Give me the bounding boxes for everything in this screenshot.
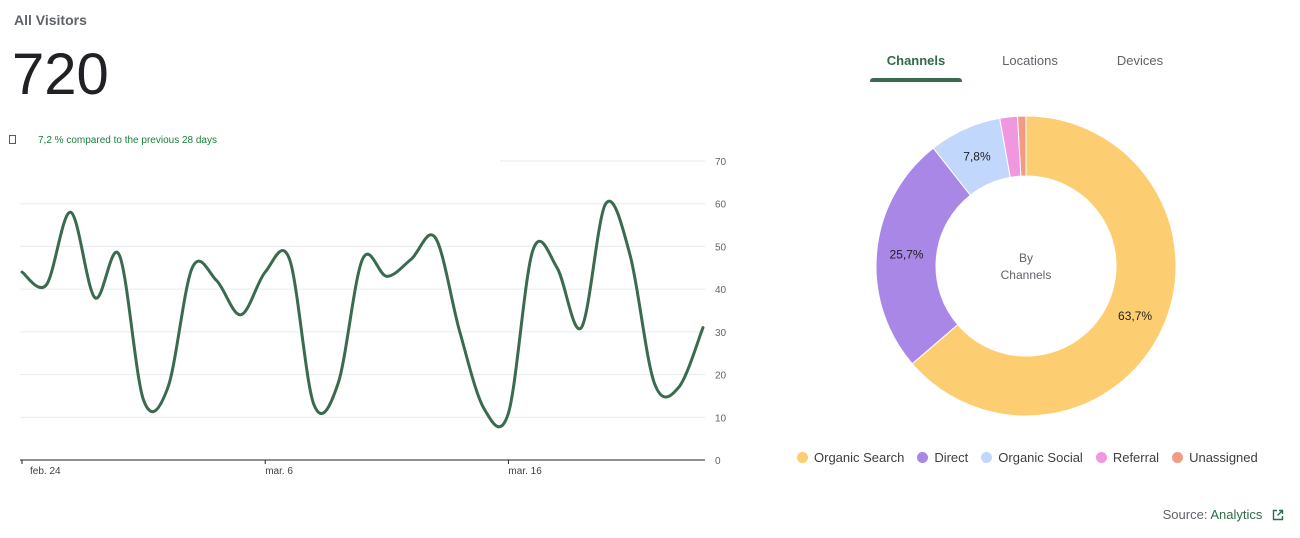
donut-slice-direct[interactable]: [875, 147, 972, 365]
card-title: All Visitors: [14, 12, 87, 28]
source-line: Source: Analytics: [1163, 507, 1284, 522]
visitors-series-line: [20, 199, 705, 429]
tab-label: Locations: [1002, 53, 1058, 68]
visitor-total: 720: [12, 42, 109, 107]
tab-channels[interactable]: Channels: [870, 48, 962, 82]
x-tick-label: feb. 24: [30, 466, 61, 477]
slice-value-label: 25,7%: [890, 247, 924, 261]
tab-devices[interactable]: Devices: [1107, 48, 1173, 82]
slice-value-label: 7,8%: [963, 149, 991, 163]
channel-tabs: Channels Locations Devices: [860, 48, 1200, 84]
donut-legend: Organic Search Direct Organic Social Referr…: [797, 450, 1271, 465]
y-tick-label: 70: [715, 157, 727, 168]
x-tick-label: mar. 6: [265, 466, 293, 477]
comparison-text: 7,2 % compared to the previous 28 days: [38, 135, 217, 146]
legend-item[interactable]: Organic Social: [981, 450, 1083, 465]
donut-center-label: By: [1019, 251, 1033, 265]
legend-swatch: [917, 452, 929, 463]
slice-value-label: 63,7%: [1118, 309, 1152, 323]
x-tick-label: mar. 16: [508, 466, 542, 477]
y-tick-label: 60: [715, 200, 727, 211]
donut-slice-organic-search[interactable]: [911, 115, 1177, 417]
legend-label: Organic Search: [814, 450, 905, 465]
analytics-link[interactable]: Analytics: [1210, 507, 1263, 522]
comparison-row: 7,2 % compared to the previous 28 days: [9, 135, 217, 146]
legend-item[interactable]: Unassigned: [1172, 450, 1258, 465]
y-tick-label: 30: [715, 328, 727, 339]
y-tick-label: 10: [715, 413, 727, 424]
legend-item[interactable]: Organic Search: [797, 450, 904, 465]
donut-center-label: Channels: [1001, 268, 1052, 282]
legend-swatch: [1095, 452, 1107, 463]
source-label: Source:: [1162, 507, 1208, 522]
legend-swatch: [797, 452, 808, 463]
y-tick-label: 20: [715, 371, 727, 382]
y-tick-label: 40: [715, 285, 727, 296]
legend-label: Unassigned: [1189, 450, 1258, 465]
tab-label: Channels: [886, 53, 946, 68]
tab-label: Devices: [1116, 53, 1164, 68]
active-tab-indicator: [870, 78, 962, 82]
legend-item[interactable]: Referral: [1095, 450, 1160, 465]
y-tick-label: 0: [715, 456, 721, 467]
legend-swatch: [1172, 452, 1184, 463]
legend-label: Organic Social: [998, 450, 1083, 465]
legend-item[interactable]: Direct: [917, 450, 968, 465]
trend-up-icon: [9, 135, 16, 144]
donut-slice-unassigned[interactable]: [1016, 115, 1027, 177]
legend-swatch: [981, 452, 993, 463]
tab-locations[interactable]: Locations: [992, 48, 1068, 82]
external-link-icon[interactable]: [1272, 509, 1284, 521]
channels-donut-chart: 63,7% 25,7% 7,8% By Channels: [875, 115, 1177, 417]
y-tick-label: 50: [715, 242, 727, 253]
visitors-line-chart: 0 10 20 30 40 50 60 70 feb. 24 mar. 6 mar. 16: [20, 157, 727, 477]
legend-label: Direct: [934, 450, 969, 465]
legend-label: Referral: [1112, 450, 1160, 465]
